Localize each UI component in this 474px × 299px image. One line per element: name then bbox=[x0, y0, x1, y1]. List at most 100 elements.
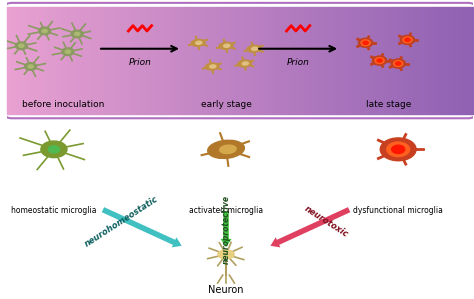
Bar bbox=[398, 7, 403, 114]
Bar bbox=[212, 7, 217, 114]
Bar bbox=[408, 7, 412, 114]
Bar bbox=[142, 7, 147, 114]
Bar bbox=[105, 7, 110, 114]
Ellipse shape bbox=[219, 42, 233, 49]
Bar bbox=[180, 7, 184, 114]
Bar bbox=[217, 7, 221, 114]
Bar bbox=[328, 7, 333, 114]
Text: Prion: Prion bbox=[128, 58, 151, 67]
Circle shape bbox=[391, 59, 405, 68]
Bar bbox=[175, 7, 180, 114]
Text: neurohomeostatic: neurohomeostatic bbox=[83, 195, 160, 249]
Bar bbox=[436, 7, 440, 114]
Ellipse shape bbox=[74, 32, 80, 36]
FancyArrowPatch shape bbox=[102, 207, 182, 247]
Bar bbox=[21, 7, 26, 114]
Ellipse shape bbox=[191, 39, 205, 46]
Bar bbox=[17, 7, 21, 114]
Bar bbox=[63, 7, 68, 114]
Circle shape bbox=[401, 35, 415, 45]
Bar bbox=[468, 7, 473, 114]
Bar bbox=[277, 7, 282, 114]
Bar bbox=[133, 7, 137, 114]
Ellipse shape bbox=[71, 30, 83, 38]
Bar bbox=[40, 7, 45, 114]
Ellipse shape bbox=[65, 50, 71, 53]
Ellipse shape bbox=[252, 47, 258, 50]
Bar bbox=[240, 7, 245, 114]
Bar bbox=[305, 7, 310, 114]
Bar bbox=[282, 7, 286, 114]
Bar bbox=[454, 7, 459, 114]
Bar bbox=[333, 7, 337, 114]
Text: neuroprotective: neuroprotective bbox=[221, 195, 230, 264]
Circle shape bbox=[373, 56, 387, 65]
Bar bbox=[384, 7, 389, 114]
Bar bbox=[12, 7, 17, 114]
Bar bbox=[165, 7, 170, 114]
Bar bbox=[389, 7, 393, 114]
Circle shape bbox=[392, 145, 405, 153]
Ellipse shape bbox=[196, 41, 202, 44]
Bar bbox=[221, 7, 226, 114]
Bar bbox=[254, 7, 259, 114]
Bar bbox=[161, 7, 165, 114]
Bar bbox=[49, 7, 54, 114]
Circle shape bbox=[361, 40, 370, 46]
Bar bbox=[77, 7, 82, 114]
Text: homeostatic microglia: homeostatic microglia bbox=[11, 205, 97, 215]
Text: Prion: Prion bbox=[287, 58, 310, 67]
Bar bbox=[189, 7, 193, 114]
Bar bbox=[147, 7, 152, 114]
Bar bbox=[100, 7, 105, 114]
Bar bbox=[203, 7, 208, 114]
Bar bbox=[440, 7, 445, 114]
Bar bbox=[31, 7, 36, 114]
Bar bbox=[431, 7, 436, 114]
Text: Neuron: Neuron bbox=[208, 285, 244, 295]
Bar bbox=[273, 7, 277, 114]
Bar bbox=[352, 7, 356, 114]
Ellipse shape bbox=[218, 250, 234, 259]
FancyArrowPatch shape bbox=[271, 207, 350, 247]
Circle shape bbox=[363, 41, 368, 45]
Bar bbox=[193, 7, 198, 114]
Bar bbox=[170, 7, 175, 114]
Bar bbox=[198, 7, 203, 114]
Text: early stage: early stage bbox=[201, 100, 252, 109]
Bar bbox=[68, 7, 73, 114]
Bar bbox=[152, 7, 156, 114]
Ellipse shape bbox=[219, 145, 236, 154]
Text: neurotoxic: neurotoxic bbox=[302, 204, 350, 239]
Circle shape bbox=[375, 58, 384, 63]
Bar bbox=[26, 7, 31, 114]
FancyArrowPatch shape bbox=[220, 211, 232, 247]
Bar bbox=[286, 7, 291, 114]
Text: dysfunctional microglia: dysfunctional microglia bbox=[353, 205, 443, 215]
Bar bbox=[45, 7, 49, 114]
Bar bbox=[445, 7, 449, 114]
Text: activated microglia: activated microglia bbox=[189, 205, 263, 215]
Ellipse shape bbox=[48, 146, 60, 153]
Ellipse shape bbox=[208, 140, 245, 158]
Bar bbox=[86, 7, 91, 114]
Bar bbox=[263, 7, 268, 114]
Bar bbox=[268, 7, 273, 114]
Bar bbox=[421, 7, 426, 114]
Bar bbox=[449, 7, 454, 114]
Ellipse shape bbox=[238, 60, 252, 67]
Bar bbox=[36, 7, 40, 114]
Bar bbox=[96, 7, 100, 114]
Ellipse shape bbox=[210, 65, 216, 68]
Bar bbox=[370, 7, 375, 114]
Bar bbox=[59, 7, 63, 114]
Circle shape bbox=[396, 62, 401, 65]
Ellipse shape bbox=[42, 29, 47, 33]
Bar bbox=[73, 7, 77, 114]
Bar bbox=[291, 7, 296, 114]
Bar bbox=[245, 7, 249, 114]
Ellipse shape bbox=[16, 42, 27, 50]
Bar bbox=[184, 7, 189, 114]
Circle shape bbox=[380, 138, 416, 161]
Bar bbox=[347, 7, 352, 114]
